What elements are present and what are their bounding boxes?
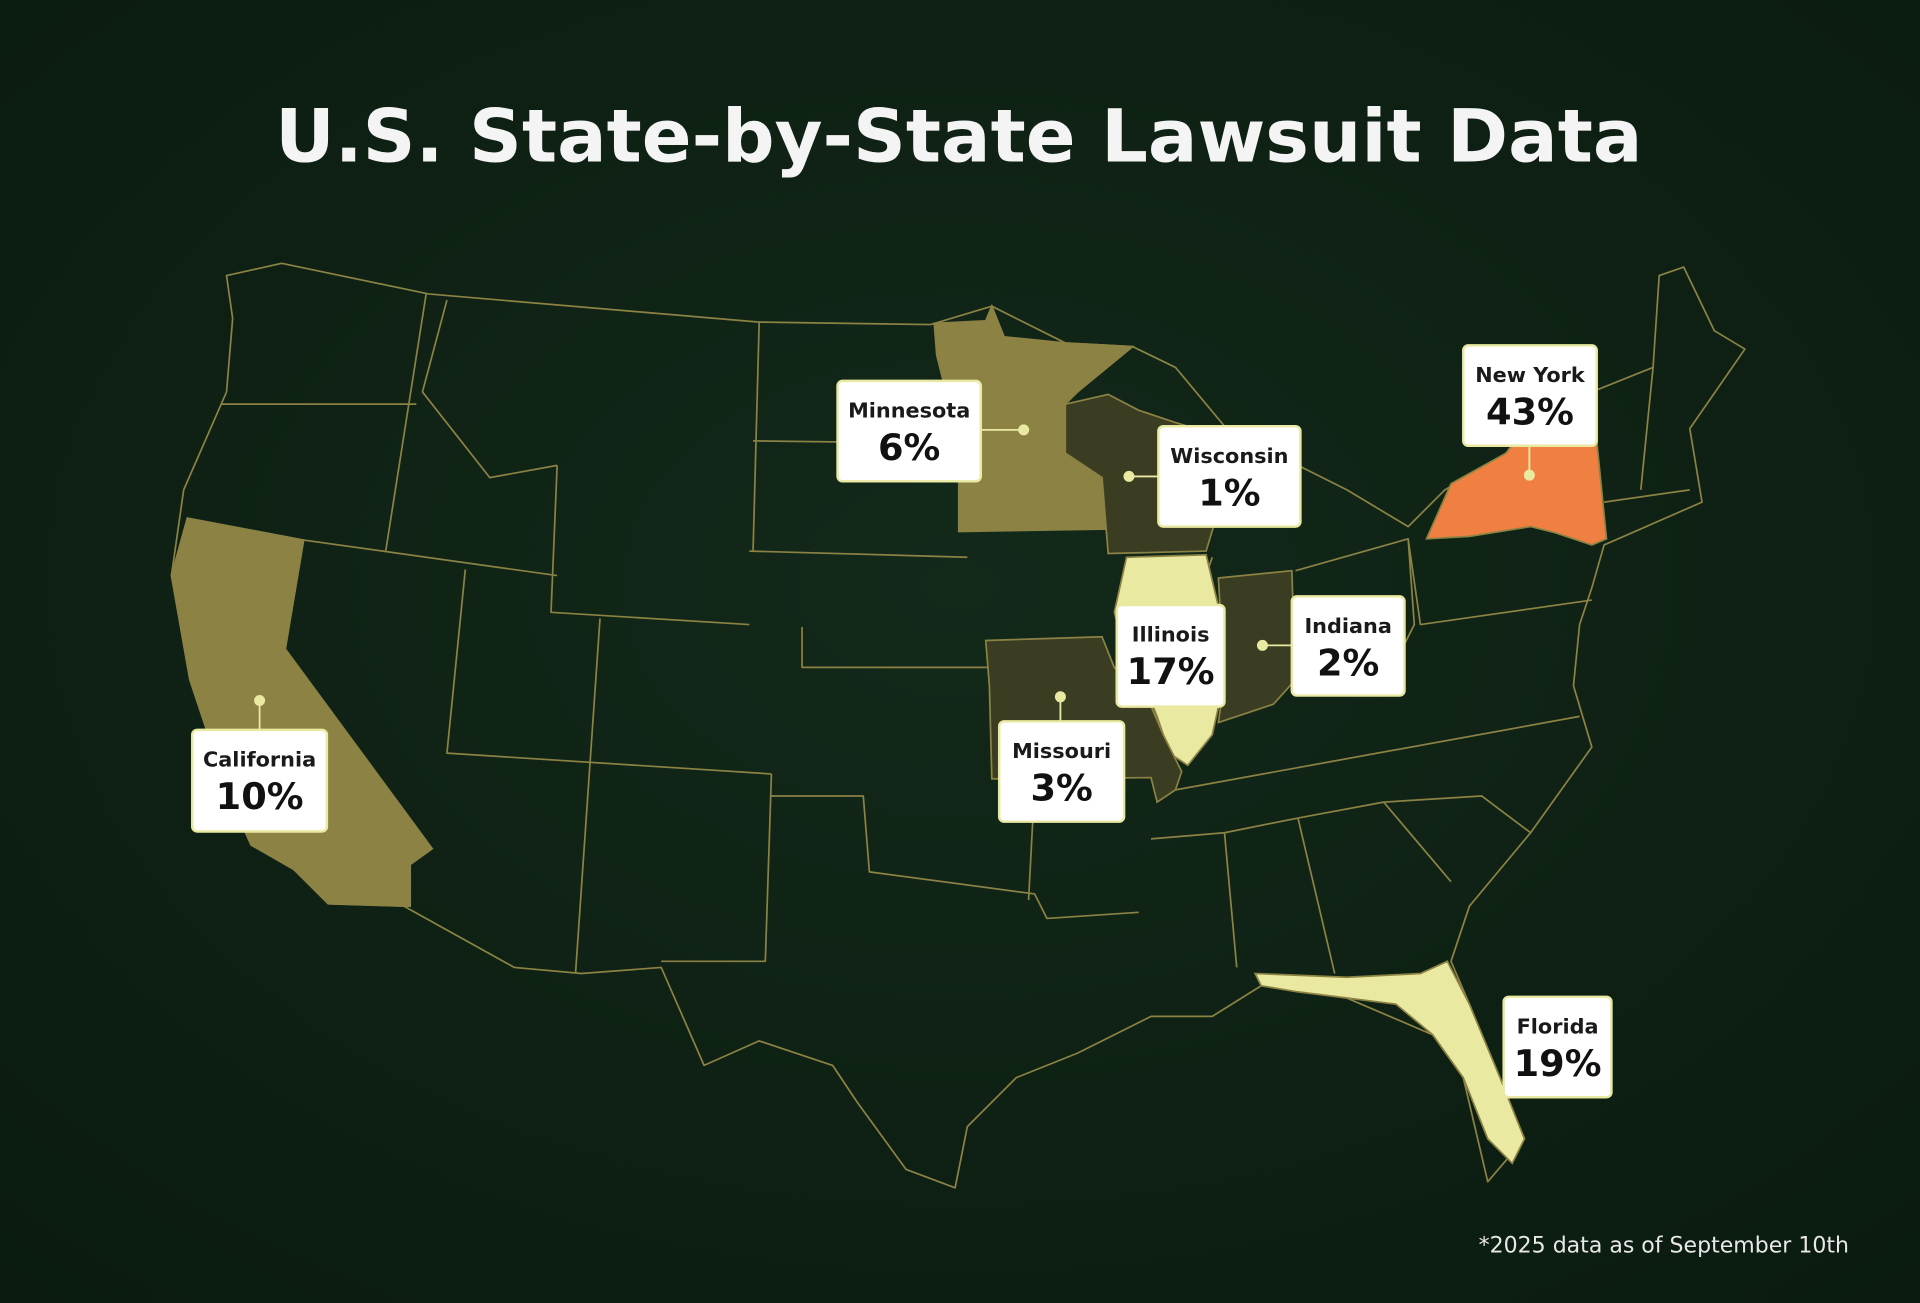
state-name: Florida — [1517, 1014, 1599, 1038]
state-shape — [1253, 960, 1526, 1165]
label-box — [1157, 424, 1302, 528]
title: U.S. State-by-State Lawsuit Data — [275, 95, 1642, 180]
state-value: 1% — [1198, 471, 1260, 514]
us-outline — [170, 262, 1746, 1189]
state-name: New York — [1475, 363, 1586, 387]
label-box — [1115, 603, 1226, 708]
label-box — [836, 379, 983, 483]
state-value: 19% — [1514, 1042, 1602, 1085]
leader-dot — [1256, 639, 1268, 651]
state-name: California — [203, 747, 316, 771]
leader-dot — [1054, 691, 1066, 703]
leader-dot — [1123, 470, 1135, 482]
state-value: 43% — [1486, 390, 1574, 433]
label-box — [1502, 995, 1613, 1099]
label-box — [997, 720, 1126, 823]
state-name: Wisconsin — [1170, 444, 1288, 468]
state-value: 3% — [1030, 766, 1092, 809]
state-value: 17% — [1127, 650, 1215, 693]
state-name: Minnesota — [848, 399, 970, 423]
label-box — [1290, 595, 1406, 697]
label-box — [191, 728, 329, 833]
state-value: 10% — [216, 775, 304, 818]
state-name: Illinois — [1132, 623, 1210, 647]
label-box — [1462, 344, 1598, 448]
leader-dot — [1018, 424, 1030, 436]
footnote: *2025 data as of September 10th — [1479, 1234, 1849, 1259]
state-value: 6% — [878, 426, 940, 469]
leader-dot — [1523, 469, 1535, 481]
state-name: Indiana — [1304, 614, 1391, 638]
state-value: 2% — [1317, 641, 1379, 684]
leader-dot — [254, 694, 266, 706]
state-name: Missouri — [1012, 739, 1111, 763]
